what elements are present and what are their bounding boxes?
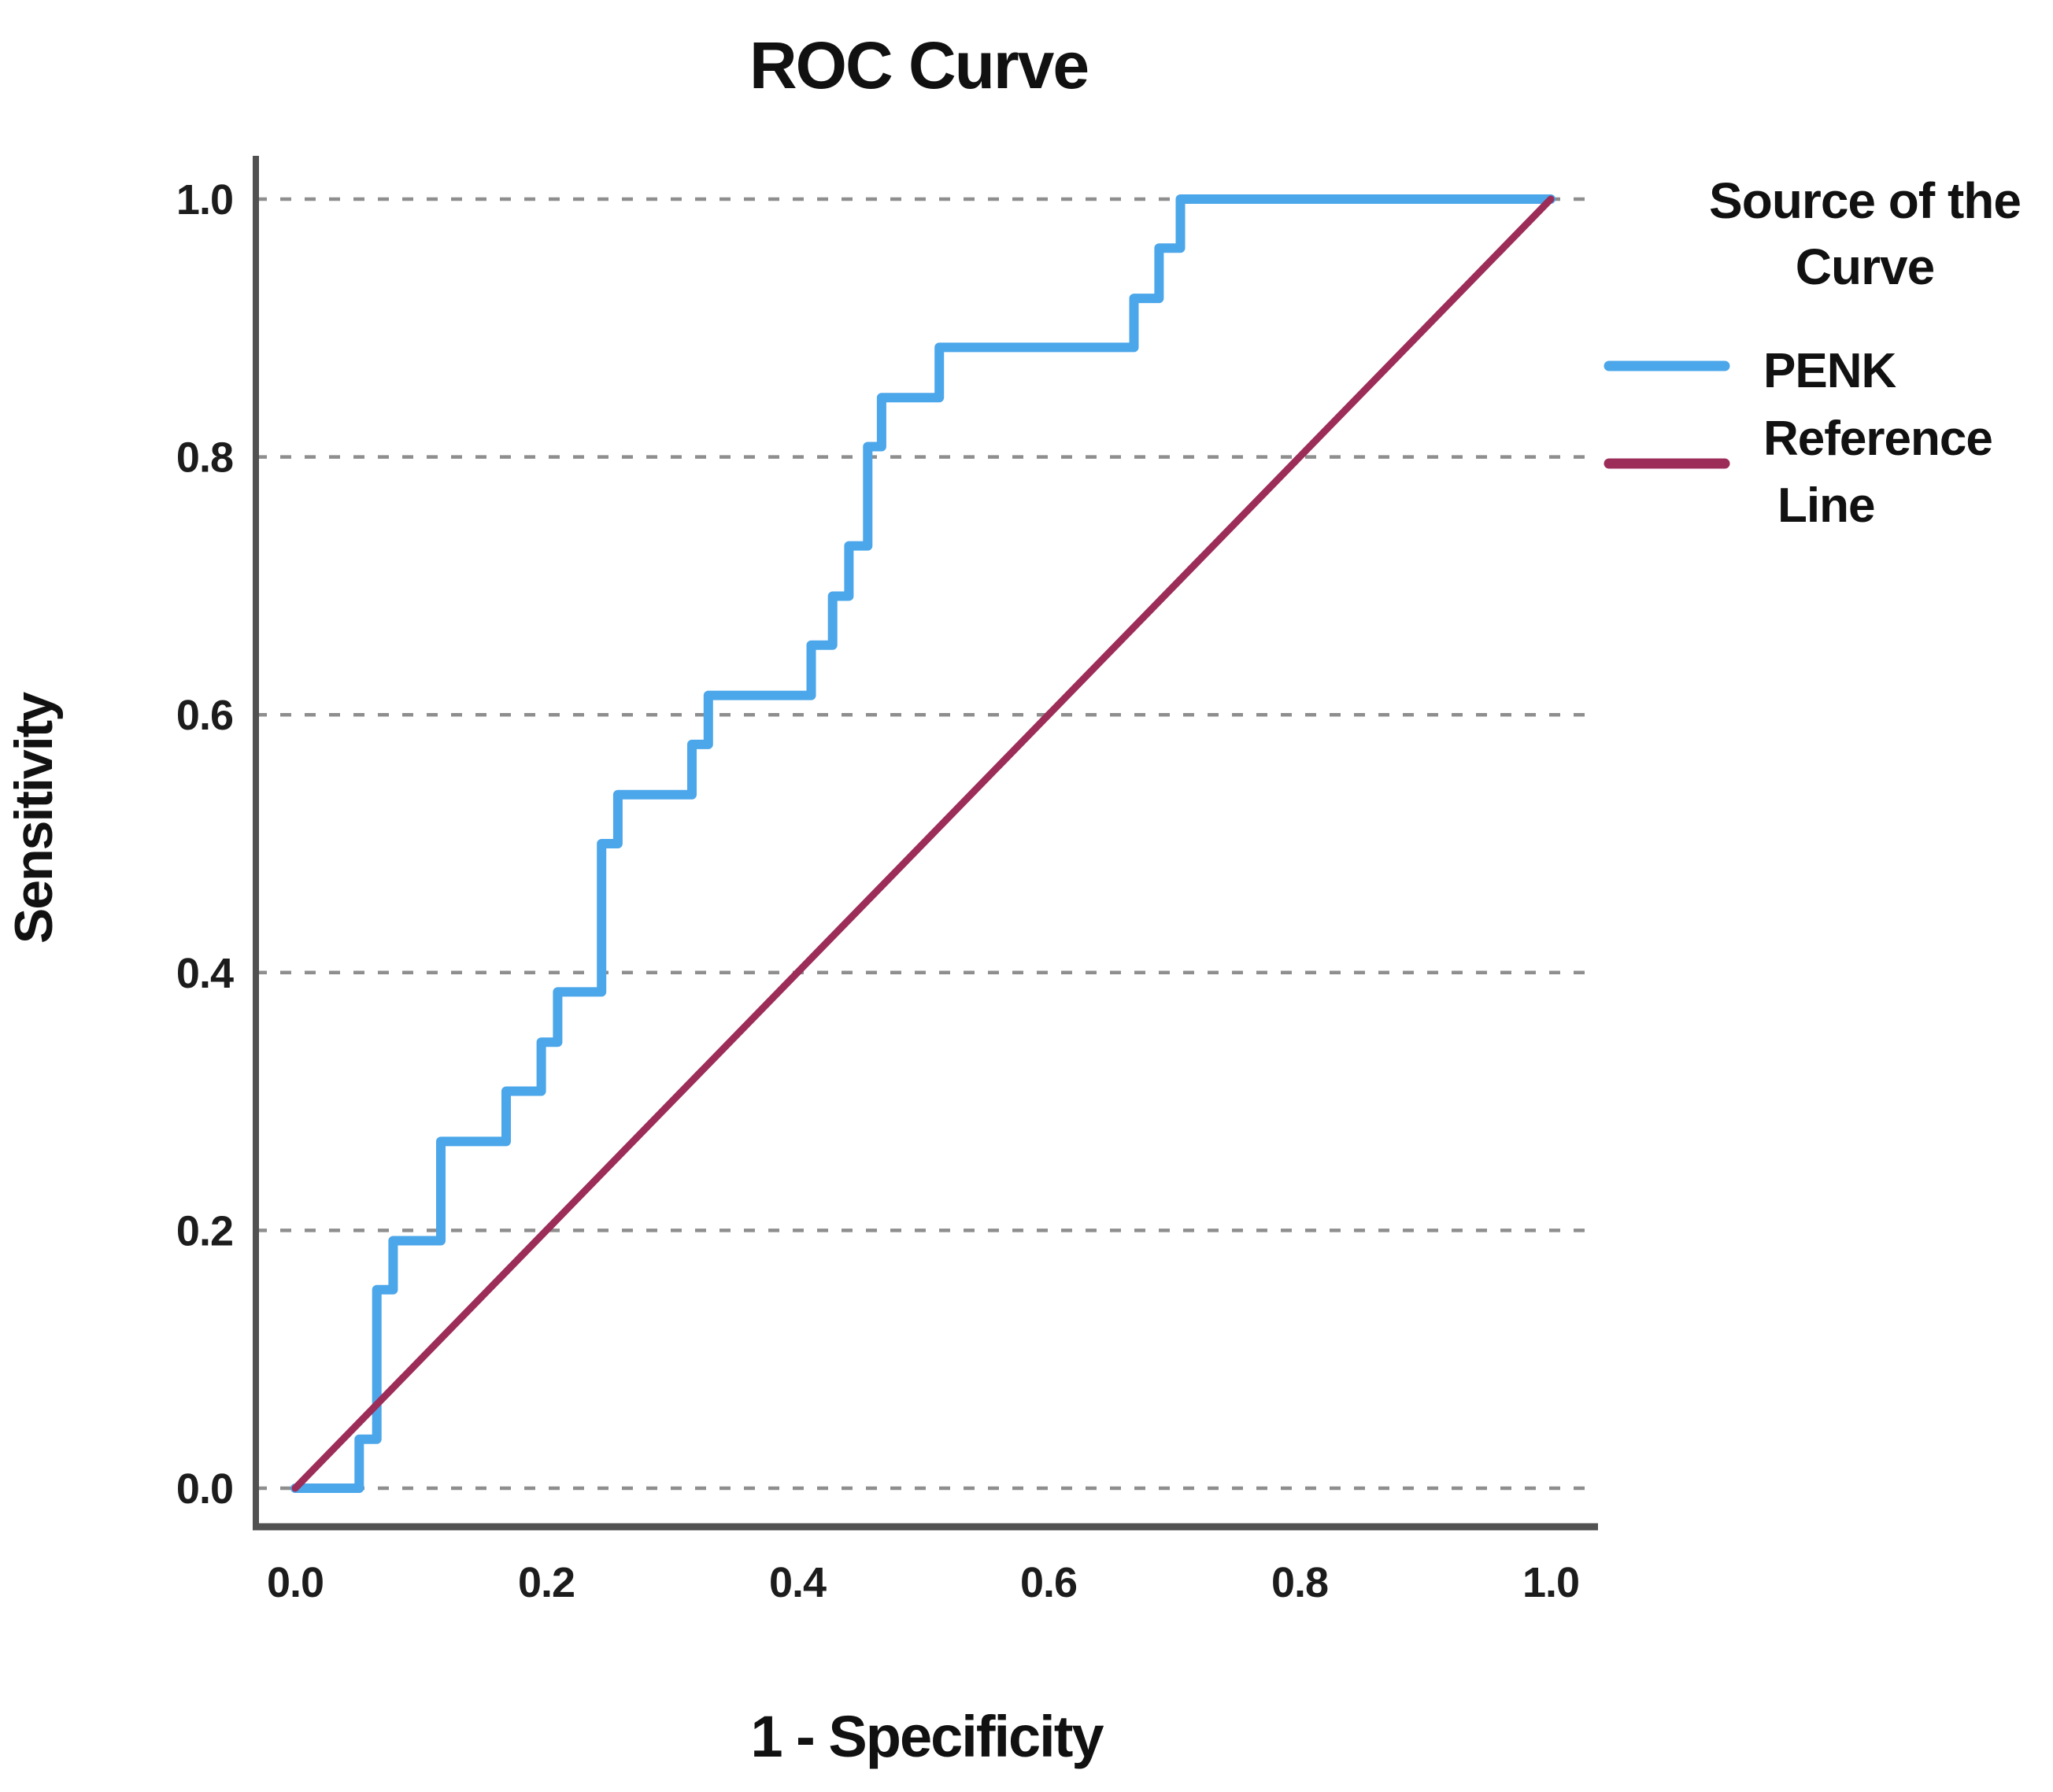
y-tick-label: 0.2 — [176, 1207, 233, 1254]
penk-roc-curve — [290, 194, 1555, 1493]
x-tick-label: 0.6 — [1020, 1559, 1077, 1606]
legend-label-reference: Reference — [1763, 412, 1992, 466]
x-tick-label: 0.0 — [267, 1559, 324, 1606]
x-tick-label: 1.0 — [1522, 1559, 1579, 1606]
legend-label-penk: PENK — [1763, 344, 1896, 398]
y-axis-title: Sensitivity — [4, 692, 64, 944]
gridlines — [256, 197, 1598, 1491]
y-tick-label: 1.0 — [176, 176, 233, 224]
y-axis-tick-labels: 0.0 0.2 0.4 0.6 0.8 1.0 — [176, 176, 235, 1513]
legend: Source of the Curve PENK Reference Line — [1604, 172, 2022, 533]
legend-title-line-1: Source of the — [1709, 172, 2021, 229]
legend-label-reference-line2: Line — [1777, 478, 1874, 533]
y-tick-label: 0.4 — [176, 950, 234, 997]
y-tick-label: 0.8 — [176, 434, 233, 482]
chart-title: ROC Curve — [749, 28, 1088, 102]
axes — [253, 156, 1598, 1531]
x-axis-tick-labels: 0.0 0.2 0.4 0.6 0.8 1.0 — [267, 1559, 1580, 1606]
x-tick-label: 0.2 — [518, 1559, 575, 1606]
x-axis-title: 1 - Specificity — [750, 1704, 1104, 1769]
x-tick-label: 0.8 — [1271, 1559, 1328, 1606]
legend-title-line-2: Curve — [1796, 238, 1934, 295]
x-tick-label: 0.4 — [769, 1559, 827, 1606]
reference-line — [291, 195, 1555, 1492]
y-tick-label: 0.0 — [176, 1465, 233, 1513]
y-tick-label: 0.6 — [176, 692, 233, 739]
